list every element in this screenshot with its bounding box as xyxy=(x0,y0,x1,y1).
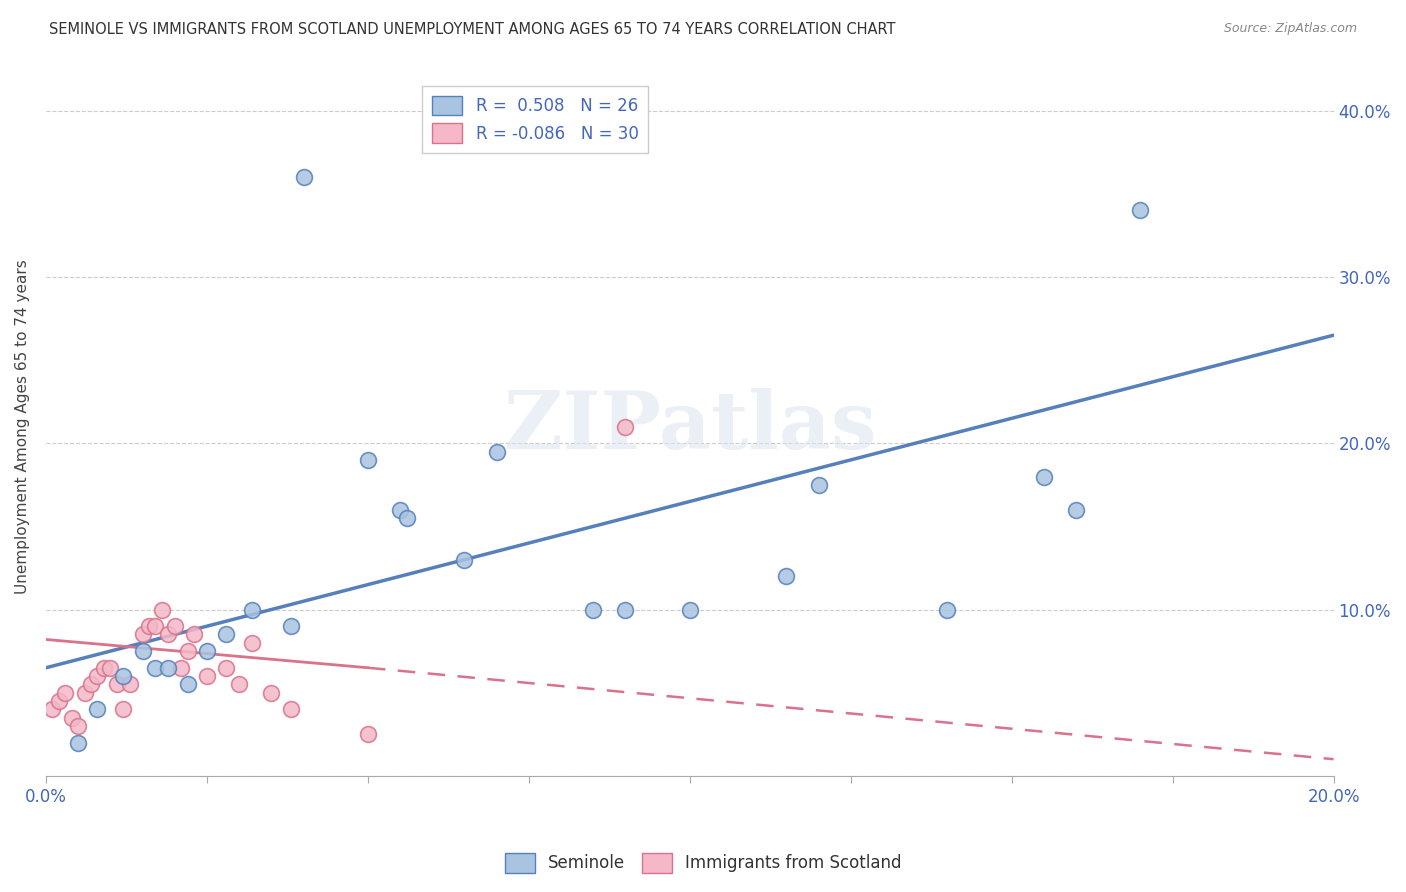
Point xyxy=(73,686,96,700)
Point xyxy=(53,686,76,700)
Legend: Seminole, Immigrants from Scotland: Seminole, Immigrants from Scotland xyxy=(498,847,908,880)
Point xyxy=(195,669,218,683)
Point xyxy=(1032,469,1054,483)
Point xyxy=(195,644,218,658)
Point xyxy=(775,569,797,583)
Point xyxy=(485,444,508,458)
Point xyxy=(67,719,90,733)
Point xyxy=(170,661,193,675)
Point xyxy=(614,602,637,616)
Point xyxy=(280,702,302,716)
Point xyxy=(98,661,121,675)
Point xyxy=(80,677,103,691)
Text: Source: ZipAtlas.com: Source: ZipAtlas.com xyxy=(1223,22,1357,36)
Point xyxy=(150,602,173,616)
Point xyxy=(163,619,186,633)
Point xyxy=(118,677,141,691)
Text: SEMINOLE VS IMMIGRANTS FROM SCOTLAND UNEMPLOYMENT AMONG AGES 65 TO 74 YEARS CORR: SEMINOLE VS IMMIGRANTS FROM SCOTLAND UNE… xyxy=(49,22,896,37)
Point xyxy=(131,627,153,641)
Point xyxy=(176,677,198,691)
Point xyxy=(105,677,128,691)
Point xyxy=(614,419,637,434)
Point xyxy=(453,552,475,566)
Text: ZIPatlas: ZIPatlas xyxy=(503,388,876,466)
Point xyxy=(93,661,115,675)
Point xyxy=(48,694,70,708)
Point xyxy=(280,619,302,633)
Point xyxy=(240,602,263,616)
Point xyxy=(215,661,238,675)
Point xyxy=(183,627,205,641)
Legend: R =  0.508   N = 26, R = -0.086   N = 30: R = 0.508 N = 26, R = -0.086 N = 30 xyxy=(422,86,648,153)
Point xyxy=(679,602,702,616)
Point xyxy=(240,636,263,650)
Point xyxy=(145,619,167,633)
Point xyxy=(86,669,108,683)
Point xyxy=(86,702,108,716)
Point xyxy=(41,702,63,716)
Point xyxy=(1064,503,1087,517)
Point xyxy=(357,727,380,741)
Point xyxy=(357,453,380,467)
Point xyxy=(936,602,959,616)
Point xyxy=(176,644,198,658)
Point xyxy=(807,478,830,492)
Point xyxy=(67,735,90,749)
Point xyxy=(131,644,153,658)
Point xyxy=(389,503,412,517)
Point xyxy=(112,702,135,716)
Y-axis label: Unemployment Among Ages 65 to 74 years: Unemployment Among Ages 65 to 74 years xyxy=(15,260,30,594)
Point xyxy=(157,627,180,641)
Point xyxy=(228,677,250,691)
Point xyxy=(215,627,238,641)
Point xyxy=(582,602,605,616)
Point xyxy=(260,686,283,700)
Point xyxy=(395,511,418,525)
Point xyxy=(138,619,160,633)
Point xyxy=(112,669,135,683)
Point xyxy=(60,711,83,725)
Point xyxy=(1129,203,1152,218)
Point xyxy=(145,661,167,675)
Point xyxy=(292,170,315,185)
Point xyxy=(157,661,180,675)
